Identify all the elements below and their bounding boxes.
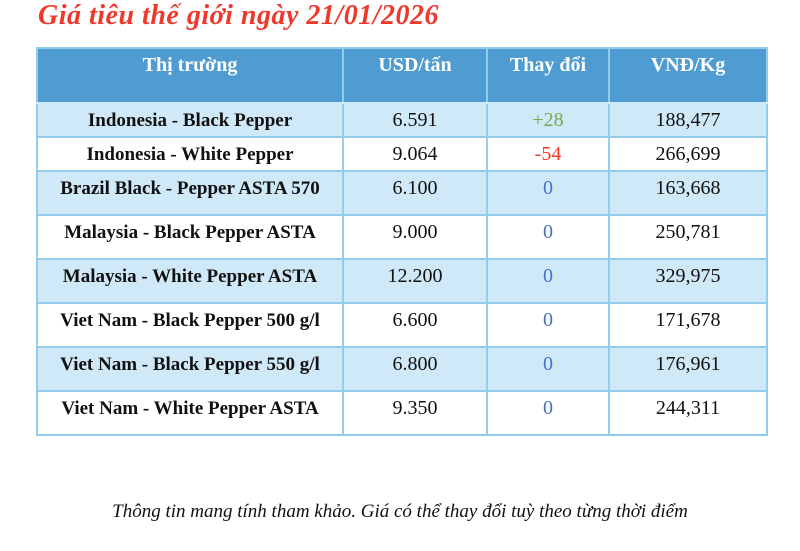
change-cell: 0	[486, 258, 610, 304]
usd-cell: 12.200	[342, 258, 488, 304]
table-row: Brazil Black - Pepper ASTA 570 6.100 0 1…	[36, 170, 768, 216]
change-cell: -54	[486, 136, 610, 172]
usd-cell: 6.100	[342, 170, 488, 216]
col-header-market: Thị trường	[36, 47, 344, 104]
usd-cell: 9.000	[342, 214, 488, 260]
usd-cell: 6.600	[342, 302, 488, 348]
vnd-cell: 163,668	[608, 170, 768, 216]
table-row: Indonesia - Black Pepper 6.591 +28 188,4…	[36, 102, 768, 138]
table-row: Viet Nam - Black Pepper 500 g/l 6.600 0 …	[36, 302, 768, 348]
table-row: Viet Nam - White Pepper ASTA 9.350 0 244…	[36, 390, 768, 436]
vnd-cell: 244,311	[608, 390, 768, 436]
col-header-change: Thay đổi	[486, 47, 610, 104]
table-row: Viet Nam - Black Pepper 550 g/l 6.800 0 …	[36, 346, 768, 392]
change-cell: 0	[486, 170, 610, 216]
table-row: Indonesia - White Pepper 9.064 -54 266,6…	[36, 136, 768, 172]
change-cell: +28	[486, 102, 610, 138]
table-row: Malaysia - Black Pepper ASTA 9.000 0 250…	[36, 214, 768, 260]
disclaimer-note: Thông tin mang tính tham khảo. Giá có th…	[112, 501, 688, 522]
market-cell: Malaysia - Black Pepper ASTA	[36, 214, 344, 260]
vnd-cell: 176,961	[608, 346, 768, 392]
usd-cell: 6.800	[342, 346, 488, 392]
vnd-cell: 250,781	[608, 214, 768, 260]
table-row: Malaysia - White Pepper ASTA 12.200 0 32…	[36, 258, 768, 304]
market-cell: Indonesia - White Pepper	[36, 136, 344, 172]
page-title: Giá tiêu thế giới ngày 21/01/2026	[38, 0, 439, 31]
change-cell: 0	[486, 390, 610, 436]
market-cell: Viet Nam - Black Pepper 550 g/l	[36, 346, 344, 392]
market-cell: Indonesia - Black Pepper	[36, 102, 344, 138]
change-cell: 0	[486, 302, 610, 348]
vnd-cell: 329,975	[608, 258, 768, 304]
vnd-cell: 266,699	[608, 136, 768, 172]
pepper-price-table: Thị trường USD/tấn Thay đổi VNĐ/Kg Indon…	[36, 47, 768, 436]
market-cell: Viet Nam - Black Pepper 500 g/l	[36, 302, 344, 348]
usd-cell: 9.350	[342, 390, 488, 436]
change-cell: 0	[486, 346, 610, 392]
usd-cell: 6.591	[342, 102, 488, 138]
col-header-usd: USD/tấn	[342, 47, 488, 104]
vnd-cell: 188,477	[608, 102, 768, 138]
change-cell: 0	[486, 214, 610, 260]
vnd-cell: 171,678	[608, 302, 768, 348]
market-cell: Brazil Black - Pepper ASTA 570	[36, 170, 344, 216]
market-cell: Viet Nam - White Pepper ASTA	[36, 390, 344, 436]
table-header-row: Thị trường USD/tấn Thay đổi VNĐ/Kg	[36, 47, 768, 104]
col-header-vnd: VNĐ/Kg	[608, 47, 768, 104]
market-cell: Malaysia - White Pepper ASTA	[36, 258, 344, 304]
usd-cell: 9.064	[342, 136, 488, 172]
